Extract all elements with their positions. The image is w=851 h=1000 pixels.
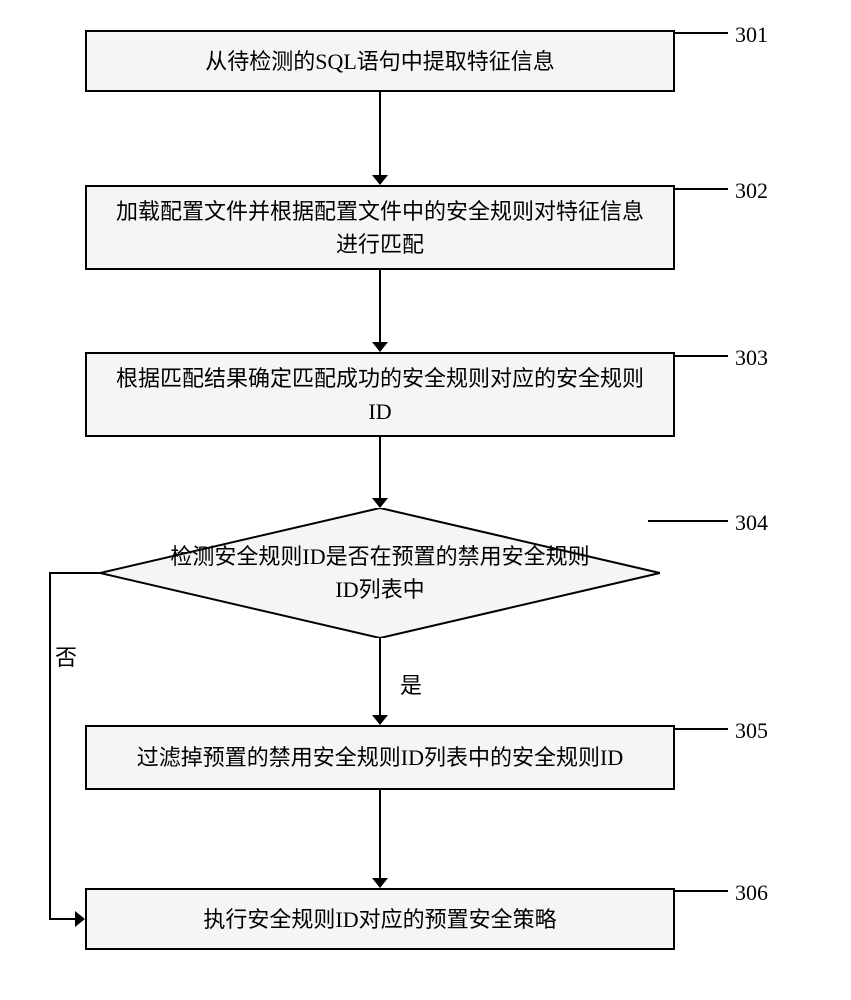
leader-302 <box>675 188 728 190</box>
edge-label-no: 否 <box>55 640 77 672</box>
step-label-305: 305 <box>735 718 768 744</box>
edges-svg <box>0 0 851 1000</box>
step-303-box: 根据匹配结果确定匹配成功的安全规则对应的安全规则ID <box>85 352 675 437</box>
leader-303 <box>675 355 728 357</box>
step-306-box: 执行安全规则ID对应的预置安全策略 <box>85 888 675 950</box>
step-label-303: 303 <box>735 345 768 371</box>
step-302-box: 加载配置文件并根据配置文件中的安全规则对特征信息进行匹配 <box>85 185 675 270</box>
step-302-text: 加载配置文件并根据配置文件中的安全规则对特征信息进行匹配 <box>107 195 653 261</box>
leader-305 <box>675 728 728 730</box>
step-305-text: 过滤掉预置的禁用安全规则ID列表中的安全规则ID <box>137 741 623 774</box>
step-301-text: 从待检测的SQL语句中提取特征信息 <box>205 45 555 78</box>
edge-label-yes: 是 <box>400 668 422 700</box>
leader-301 <box>675 32 728 34</box>
step-301-box: 从待检测的SQL语句中提取特征信息 <box>85 30 675 92</box>
step-304-text-wrap: 检测安全规则ID是否在预置的禁用安全规则ID列表中 <box>100 508 660 638</box>
leader-306 <box>675 890 728 892</box>
flowchart-container: 从待检测的SQL语句中提取特征信息 加载配置文件并根据配置文件中的安全规则对特征… <box>0 0 851 1000</box>
step-304-text: 检测安全规则ID是否在预置的禁用安全规则ID列表中 <box>170 540 590 606</box>
step-304-diamond: 检测安全规则ID是否在预置的禁用安全规则ID列表中 <box>100 508 660 638</box>
step-303-text: 根据匹配结果确定匹配成功的安全规则对应的安全规则ID <box>107 362 653 428</box>
step-label-306: 306 <box>735 880 768 906</box>
step-306-text: 执行安全规则ID对应的预置安全策略 <box>203 903 556 936</box>
step-label-304: 304 <box>735 510 768 536</box>
step-305-box: 过滤掉预置的禁用安全规则ID列表中的安全规则ID <box>85 725 675 790</box>
step-label-301: 301 <box>735 22 768 48</box>
leader-304 <box>648 520 728 522</box>
step-label-302: 302 <box>735 178 768 204</box>
